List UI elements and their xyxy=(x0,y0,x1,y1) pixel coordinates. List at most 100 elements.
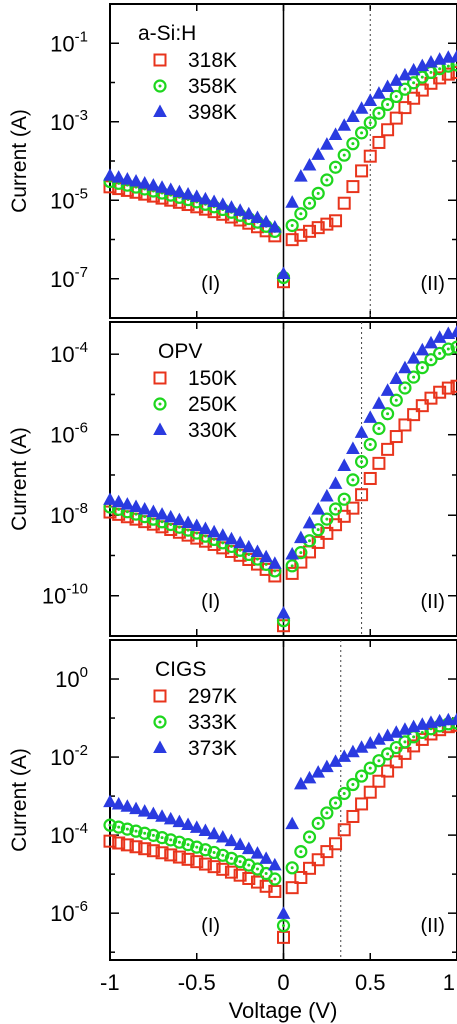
data-point-dot xyxy=(255,867,259,871)
data-point xyxy=(241,539,256,553)
data-point xyxy=(346,109,360,122)
data-point xyxy=(207,826,221,840)
data-point-dot xyxy=(247,552,251,556)
data-point xyxy=(155,507,169,520)
region-label: (II) xyxy=(420,591,444,613)
data-point xyxy=(138,842,152,856)
data-point-dot xyxy=(186,528,190,532)
data-point xyxy=(112,820,126,834)
data-point xyxy=(155,180,169,193)
data-point-dot xyxy=(299,850,303,854)
data-point xyxy=(372,86,386,99)
data-point xyxy=(398,360,412,374)
data-point-dot xyxy=(108,823,112,827)
data-point-dot xyxy=(412,375,416,379)
x-axis-label: Voltage (V) xyxy=(229,998,338,1023)
data-point xyxy=(233,837,247,850)
data-point-dot xyxy=(195,531,199,535)
data-point xyxy=(346,473,360,487)
data-point xyxy=(450,58,457,72)
data-point xyxy=(372,732,386,745)
data-point xyxy=(189,518,204,531)
data-point xyxy=(346,809,360,823)
data-point xyxy=(267,220,282,233)
series-373k xyxy=(103,712,457,919)
data-point-dot xyxy=(299,212,303,216)
data-point xyxy=(329,214,343,228)
y-tick-label: 100 xyxy=(55,664,88,692)
data-point xyxy=(294,207,308,221)
data-point xyxy=(372,754,386,768)
data-point xyxy=(320,217,334,231)
data-point xyxy=(337,458,352,471)
x-tick-label: 0.5 xyxy=(355,970,386,995)
data-point xyxy=(120,172,135,185)
data-point xyxy=(268,872,282,886)
data-point-dot xyxy=(134,829,138,833)
legend-marker xyxy=(153,740,167,753)
data-point xyxy=(172,512,187,526)
data-point xyxy=(120,822,134,836)
data-point-dot xyxy=(160,520,164,524)
data-point-dot xyxy=(308,539,312,543)
data-point xyxy=(137,804,152,817)
data-point xyxy=(137,501,152,515)
data-point xyxy=(207,845,221,860)
y-tick-label: 10-5 xyxy=(50,185,88,213)
data-point xyxy=(363,437,377,452)
x-tick-label: -0.5 xyxy=(178,970,216,995)
data-point xyxy=(406,351,421,364)
data-point xyxy=(389,111,403,125)
data-point xyxy=(233,535,247,549)
data-point xyxy=(372,396,386,409)
data-point-dot xyxy=(325,517,329,521)
data-point-dot xyxy=(273,877,277,881)
data-point-dot xyxy=(203,534,207,538)
data-point xyxy=(415,399,429,413)
data-point xyxy=(207,194,221,208)
series-150k xyxy=(103,379,457,633)
y-tick-label: 10-1 xyxy=(50,28,88,56)
data-point xyxy=(216,862,230,876)
data-point-dot xyxy=(273,569,277,573)
data-point-dot xyxy=(125,827,129,831)
data-point xyxy=(233,203,247,216)
data-point xyxy=(328,796,343,810)
data-point-dot xyxy=(334,165,338,169)
data-point xyxy=(215,528,230,541)
data-point xyxy=(129,801,143,815)
data-point xyxy=(381,97,395,112)
data-point-dot xyxy=(290,564,294,568)
data-point-dot xyxy=(255,557,259,561)
data-point xyxy=(346,137,360,151)
data-point xyxy=(120,799,135,812)
data-point xyxy=(276,919,291,933)
y-axis-label: Current (A) xyxy=(8,109,31,213)
region-label: (I) xyxy=(201,915,220,937)
data-point-dot xyxy=(203,848,207,852)
data-point xyxy=(294,546,308,560)
legend-marker xyxy=(153,371,167,385)
data-point xyxy=(363,785,377,799)
data-point-dot xyxy=(403,740,407,744)
data-point xyxy=(354,455,369,469)
data-point-dot xyxy=(368,442,372,446)
data-point xyxy=(215,197,230,210)
data-point xyxy=(389,430,403,444)
data-point xyxy=(363,149,377,163)
legend-label: 318K xyxy=(188,49,237,72)
data-point-dot xyxy=(186,843,190,847)
data-point xyxy=(337,492,351,506)
data-point xyxy=(389,393,403,407)
data-point xyxy=(432,330,447,343)
data-point xyxy=(181,852,195,866)
data-point xyxy=(311,853,325,867)
data-point-dot xyxy=(282,619,285,623)
data-point xyxy=(354,126,369,140)
data-point xyxy=(328,476,343,489)
data-point xyxy=(441,381,455,395)
data-point xyxy=(207,860,221,874)
data-point xyxy=(172,835,186,849)
legend-label: 333K xyxy=(188,711,237,734)
